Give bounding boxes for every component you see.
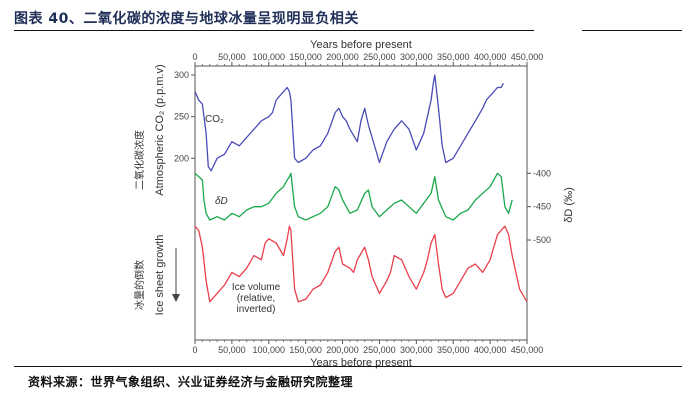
x-tick-label-top: 300,000 xyxy=(400,52,433,62)
x-tick-label-top: 150,000 xyxy=(289,52,322,62)
dd-y-tick-label: -500 xyxy=(533,235,551,245)
plot-frame xyxy=(194,65,528,341)
x-tick-label-top: 200,000 xyxy=(326,52,359,62)
title-rule-left xyxy=(14,30,534,31)
title-rule-right xyxy=(582,30,682,31)
x-tick-label-bottom: 100,000 xyxy=(253,345,286,355)
ice-growth-arrow-icon xyxy=(172,294,180,302)
co2-y-tick-label: 200 xyxy=(174,153,189,163)
x-axis-title-top: Years before present xyxy=(310,39,412,51)
ice-series-label: Ice volume xyxy=(232,282,281,293)
co2-y-axis-title: Atmospheric CO₂ (p.p.m.v) xyxy=(154,64,166,195)
dd-y-tick-label: -400 xyxy=(533,168,551,178)
co2-y-tick-label: 300 xyxy=(174,70,189,80)
x-tick-label-top: 100,000 xyxy=(253,52,286,62)
co2-series-label: CO₂ xyxy=(205,114,224,125)
source-rule xyxy=(14,366,682,367)
x-tick-label-top: 450,000 xyxy=(511,52,544,62)
dd-y-tick-label: -450 xyxy=(533,202,551,212)
x-tick-label-bottom: 0 xyxy=(192,345,197,355)
chart-title: 图表 40、二氧化碳的浓度与地球冰量呈现明显负相关 xyxy=(14,11,359,27)
x-tick-label-top: 350,000 xyxy=(437,52,470,62)
x-axis-title-bottom: Years before present xyxy=(310,357,412,369)
x-tick-label-top: 50,000 xyxy=(218,52,246,62)
ice-series-line xyxy=(194,225,528,303)
ice-y-axis-title: Ice sheet growth xyxy=(154,235,166,316)
x-tick-label-bottom: 350,000 xyxy=(437,345,470,355)
x-tick-label-bottom: 450,000 xyxy=(511,345,544,355)
ice-series-label: inverted) xyxy=(237,304,276,315)
co2-y-tick-label: 250 xyxy=(174,112,189,122)
x-tick-label-top: 400,000 xyxy=(474,52,507,62)
x-tick-label-top: 250,000 xyxy=(363,52,396,62)
dd-y-axis-title: δD (‰) xyxy=(563,187,575,222)
x-tick-label-bottom: 200,000 xyxy=(326,345,359,355)
ice-series-label: (relative, xyxy=(237,293,275,304)
ice-y-axis-title-cn: 冰量的倒数 xyxy=(133,260,146,310)
x-tick-label-bottom: 300,000 xyxy=(400,345,433,355)
x-tick-label-bottom: 150,000 xyxy=(289,345,322,355)
x-tick-label-bottom: 400,000 xyxy=(474,345,507,355)
x-tick-label-top: 0 xyxy=(192,52,197,62)
co2-series-line xyxy=(194,74,504,172)
co2-y-axis-title-cn: 二氧化碳浓度 xyxy=(133,130,146,190)
x-tick-label-bottom: 50,000 xyxy=(218,345,246,355)
dd-series-line xyxy=(194,172,513,221)
x-tick-label-bottom: 250,000 xyxy=(363,345,396,355)
source-note: 资料来源：世界气象组织、兴业证券经济与金融研究院整理 xyxy=(28,375,354,389)
dd-series-label: δD xyxy=(215,196,228,207)
